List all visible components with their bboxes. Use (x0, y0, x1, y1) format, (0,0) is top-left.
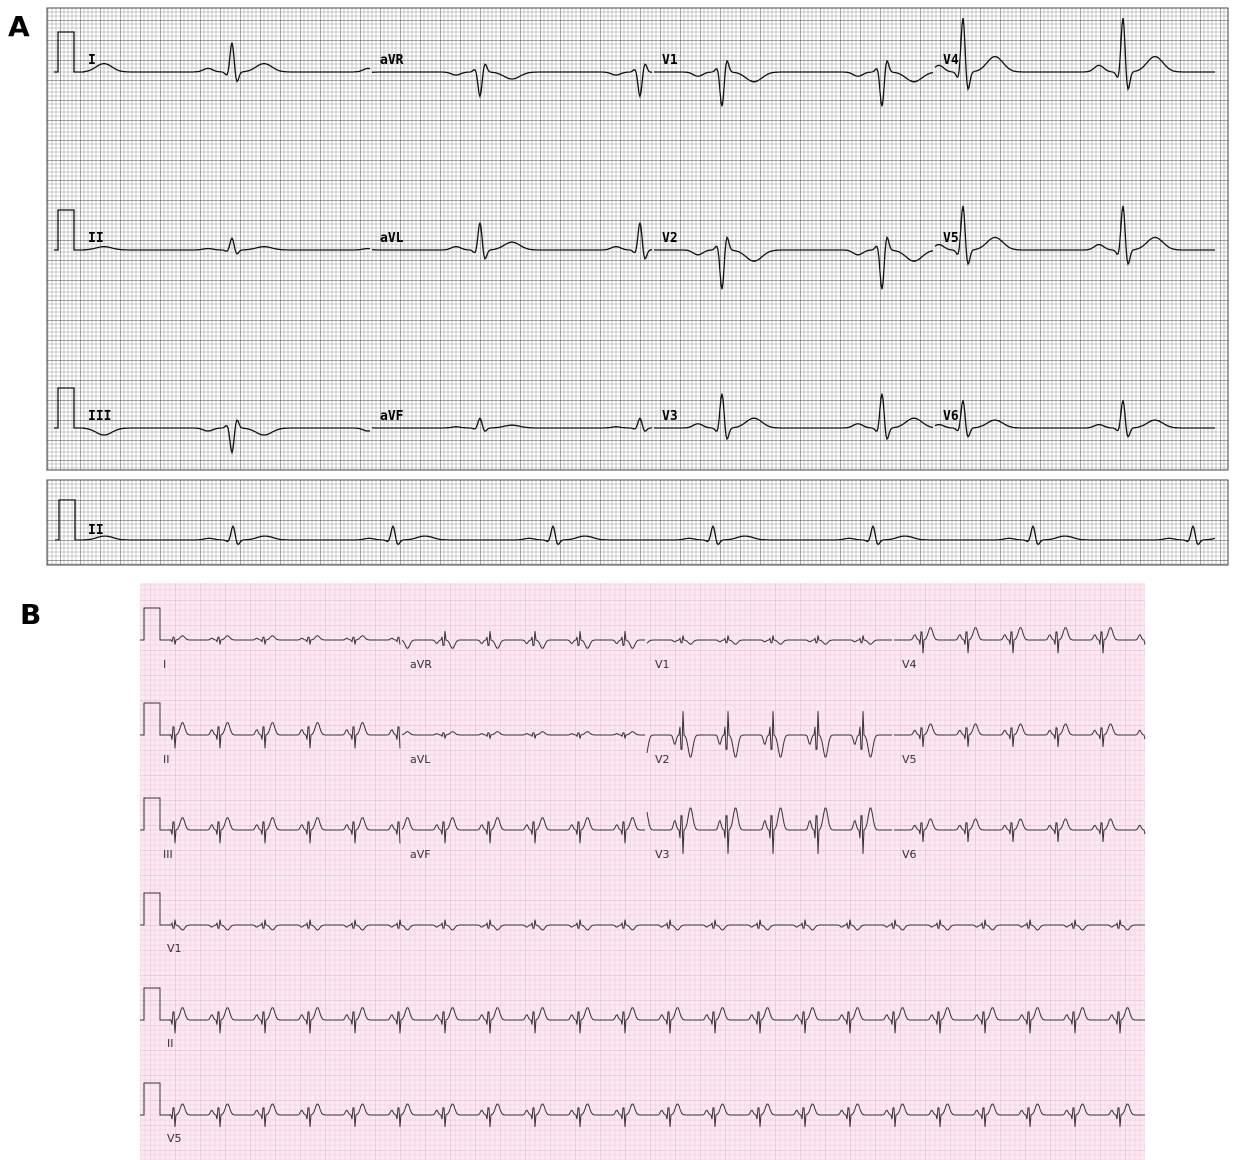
lead-label: aVL (410, 753, 431, 766)
ecg-rhythm-grid-a (47, 480, 1228, 565)
lead-label: V5 (902, 753, 917, 766)
lead-label: II (167, 1037, 174, 1050)
lead-label: III (88, 409, 111, 424)
lead-label: aVR (410, 658, 432, 671)
lead-label: I (88, 53, 96, 68)
lead-label: V4 (902, 658, 917, 671)
figure: A B IaVRV1V4IIaVLV2V5IIIaVFV3V6IIIaVRV1V… (0, 0, 1238, 1160)
lead-label: II (88, 523, 104, 538)
lead-label: II (88, 231, 104, 246)
lead-label: V1 (167, 942, 182, 955)
lead-label: V2 (662, 231, 678, 246)
lead-label: V1 (662, 53, 678, 68)
lead-label: V3 (662, 409, 678, 424)
panel-label: B (20, 598, 41, 631)
lead-label: aVL (380, 231, 404, 246)
lead-label: V5 (943, 231, 959, 246)
lead-label: aVF (410, 848, 431, 861)
lead-label: V6 (902, 848, 917, 861)
panel-label: A (8, 10, 30, 43)
lead-label: II (163, 753, 170, 766)
lead-label: III (163, 848, 173, 861)
lead-label: V3 (655, 848, 670, 861)
lead-label: V2 (655, 753, 670, 766)
lead-label: V5 (167, 1132, 182, 1145)
lead-label: aVF (380, 409, 404, 424)
lead-label: aVR (380, 53, 404, 68)
lead-label: V1 (655, 658, 670, 671)
ecg-grid-b (140, 583, 1145, 1160)
lead-label: V6 (943, 409, 959, 424)
lead-label: V4 (943, 53, 959, 68)
lead-label: I (163, 658, 166, 671)
